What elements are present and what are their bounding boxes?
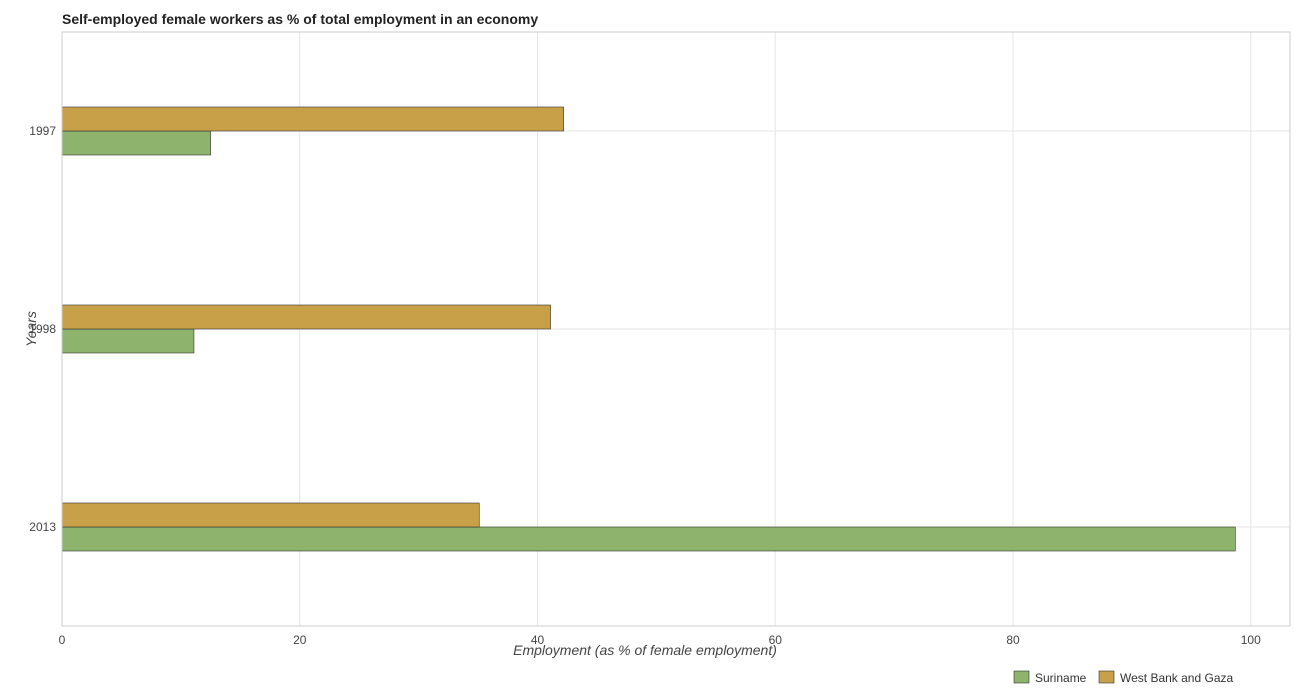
legend-swatch	[1013, 670, 1030, 684]
x-tick-label: 0	[59, 633, 66, 647]
legend-label: Suriname	[1035, 671, 1087, 685]
bar-suriname-1998	[61, 328, 195, 354]
y-tick-label: 2013	[29, 520, 56, 534]
legend: Suriname West Bank and Gaza	[1013, 670, 1234, 685]
legend-item: Suriname	[1013, 670, 1087, 685]
legend-item: West Bank and Gaza	[1098, 670, 1234, 685]
chart-title: Self-employed female workers as % of tot…	[62, 11, 538, 27]
y-tick-label: 1997	[29, 124, 56, 138]
y-tick-labels: 1997 1998 2013	[29, 124, 56, 534]
legend-swatch	[1098, 670, 1115, 684]
bar-west-bank-and-gaza-2013	[61, 502, 480, 528]
x-axis-label: Employment (as % of female employment)	[513, 642, 777, 658]
bar-suriname-2013	[61, 526, 1236, 552]
bar-suriname-1997	[61, 130, 211, 156]
x-tick-label: 40	[531, 633, 545, 647]
x-tick-label: 80	[1006, 633, 1020, 647]
bar-west-bank-and-gaza-1997	[61, 106, 564, 132]
x-tick-label: 20	[293, 633, 307, 647]
y-axis-label: Years	[23, 311, 39, 347]
y-tick-label: 1998	[29, 322, 56, 336]
bars	[61, 106, 1236, 552]
legend-label: West Bank and Gaza	[1120, 671, 1234, 685]
plot-frame	[61, 31, 1291, 627]
x-tick-label: 100	[1241, 633, 1261, 647]
x-tick-label: 60	[769, 633, 783, 647]
bar-west-bank-and-gaza-1998	[61, 304, 551, 330]
x-tick-labels: 0 20 40 60 80 100	[59, 633, 1261, 647]
